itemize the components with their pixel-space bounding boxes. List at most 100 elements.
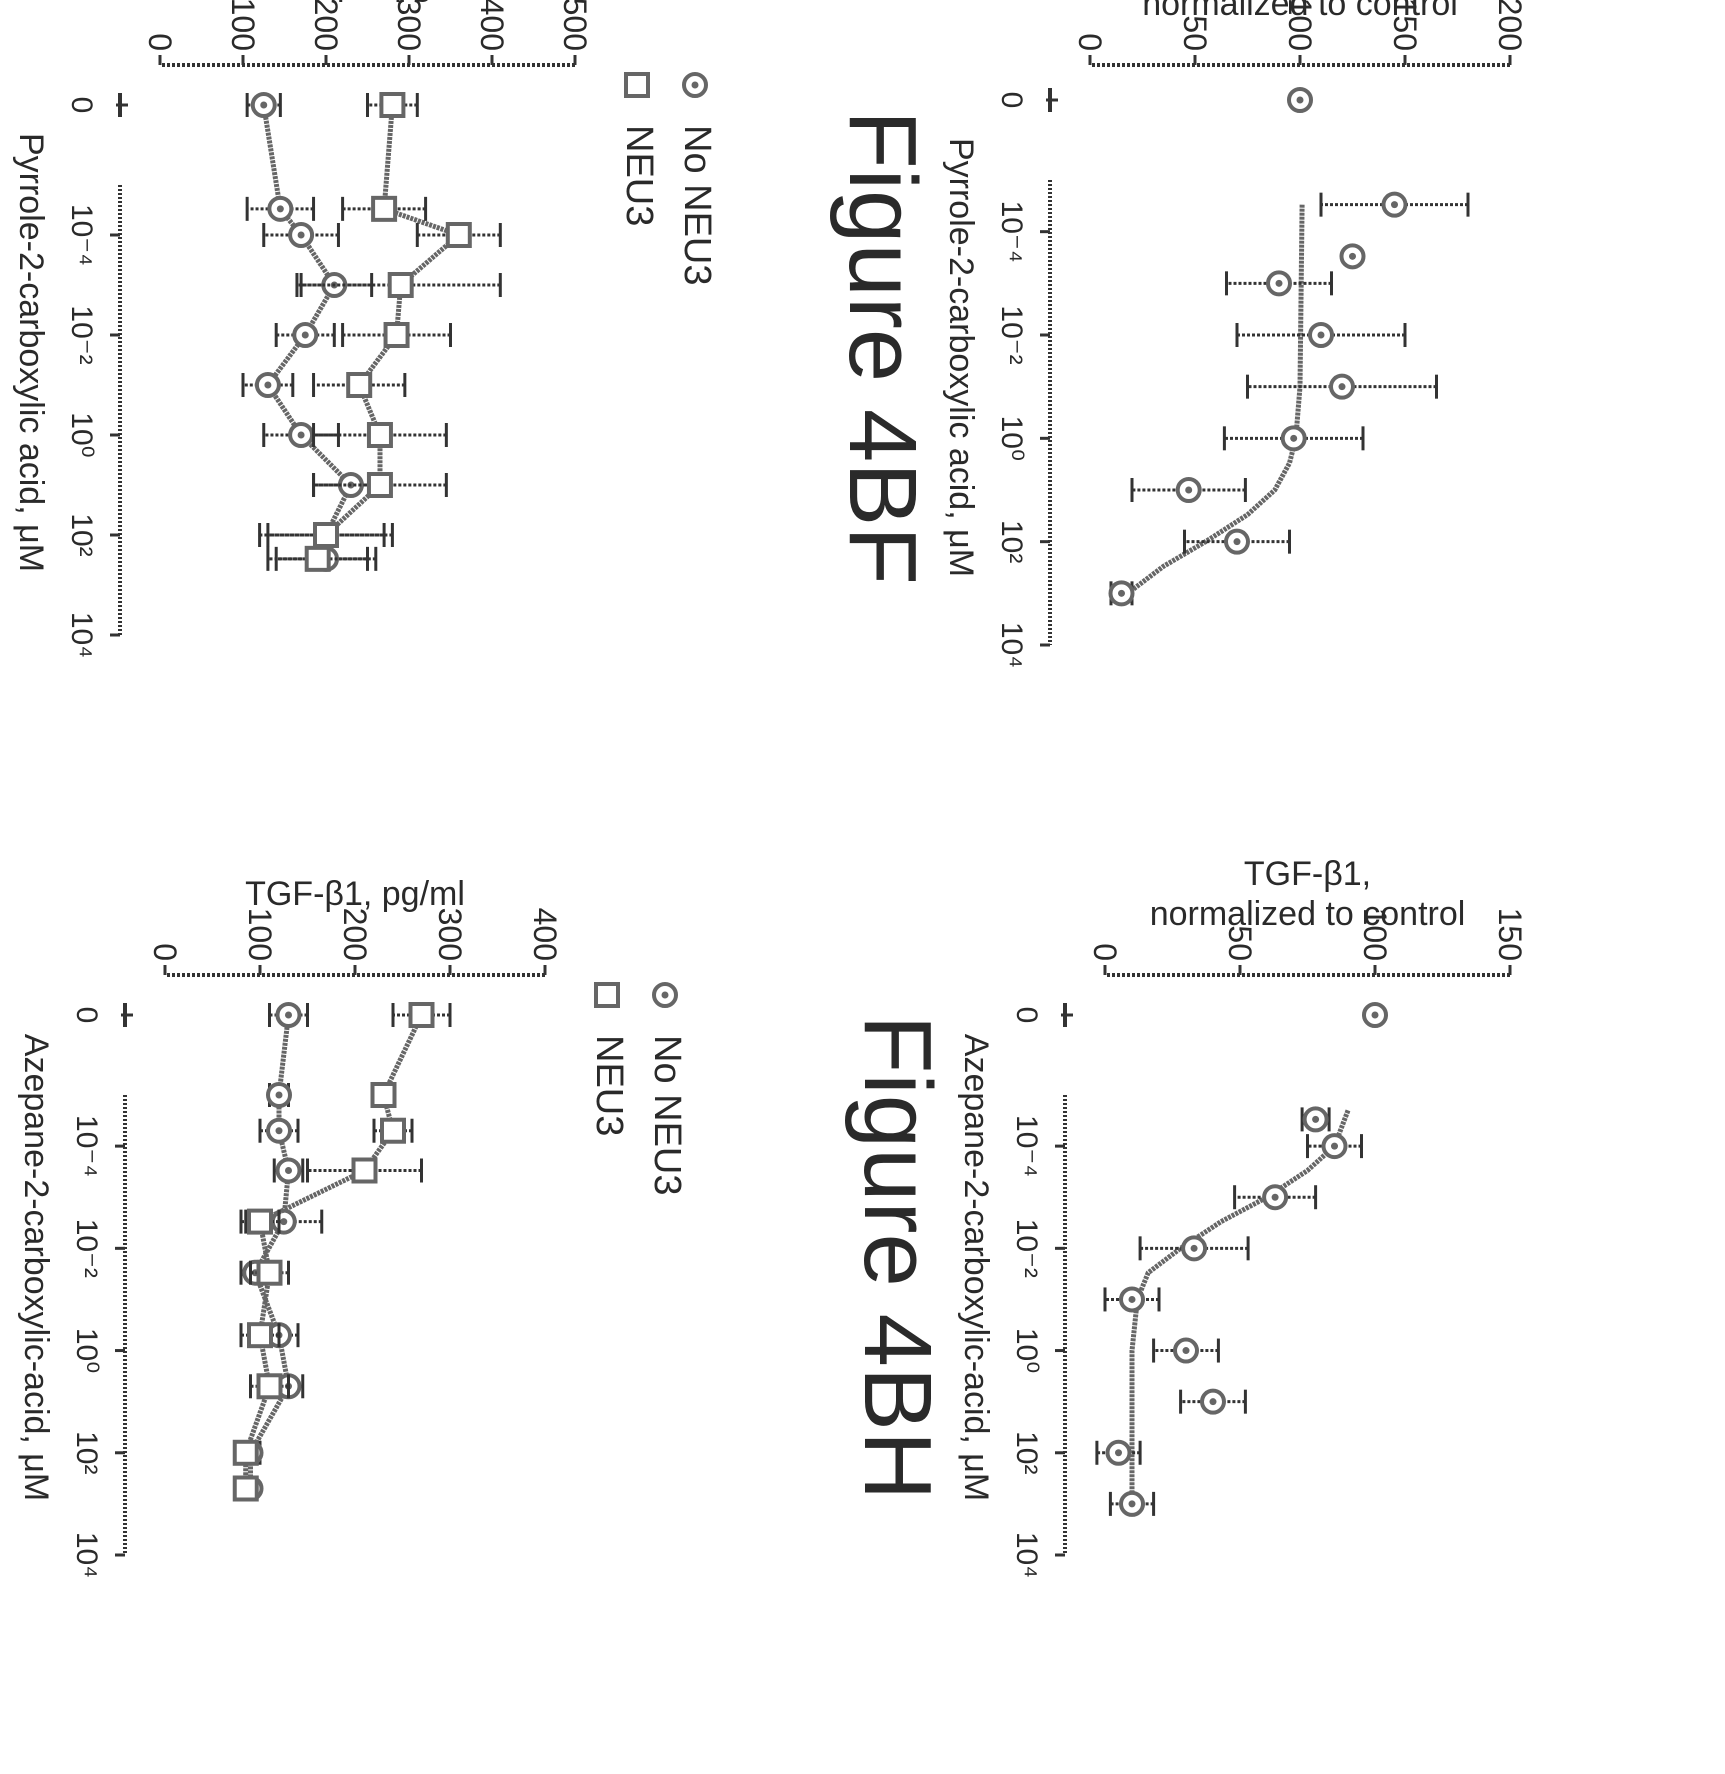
- chart-panel-fig4bh: 0 50 100 150 0 10⁻⁴ 10⁻² 10⁰ 10² 10⁴ Azepane-2-car…: [844, 855, 1528, 1578]
- x-axis-title: Pyrrole-2-carboxylic acid, μM: [942, 138, 980, 577]
- x-tick-label: 0: [1010, 1007, 1043, 1024]
- y-tick-label: 300: [432, 908, 468, 961]
- y-tick-label: 200: [337, 908, 373, 961]
- data-point-center: [275, 1127, 283, 1135]
- data-point-center: [285, 1011, 292, 1019]
- y-tick-label: 100: [242, 908, 278, 961]
- chart-panel-fig4bg: 0 100 200 300 400 0 10⁻⁴ 10⁻² 10⁰ 10² 10⁴ Azepane-2…: [0, 875, 688, 1578]
- series-circle: [237, 1002, 324, 1502]
- chart-panel-fig4be: 0 100 200 300 400 500 0 10⁻⁴ 10⁻² 10⁰ 10² 10⁴ Pyrrol…: [0, 0, 718, 658]
- data-point-center: [1331, 1142, 1338, 1150]
- legend-label: No NEU3: [676, 125, 718, 286]
- data-point-center: [1128, 1500, 1136, 1508]
- chart-panel-fig4bf: 0 50 100 150 200 0 10⁻⁴ 10⁻² 10⁰ 10² 10⁴ Pyrrole-2-…: [829, 0, 1528, 668]
- data-point-center: [1317, 331, 1325, 339]
- figure-label: Figure 4BE: [0, 102, 6, 582]
- data-point: [232, 1439, 259, 1466]
- data-point: [379, 92, 406, 118]
- data-point-center: [301, 331, 309, 339]
- data-point-center: [1182, 1347, 1190, 1355]
- data-point: [366, 422, 393, 448]
- legend-label: NEU3: [588, 1035, 630, 1136]
- y-tick-label: 0: [147, 943, 183, 961]
- y-tick-label: 150: [1492, 908, 1528, 961]
- data-point-center: [275, 1091, 283, 1099]
- y-tick-label: 400: [527, 908, 563, 961]
- data-point-center: [1371, 1011, 1379, 1019]
- data-point-center: [276, 205, 284, 213]
- data-point: [445, 222, 472, 248]
- x-tick-label: 10⁰: [65, 412, 98, 457]
- x-tick-label: 10⁰: [1010, 1328, 1043, 1373]
- data-point-center: [1275, 279, 1283, 287]
- x-tick-label: 10⁻⁴: [1010, 1115, 1043, 1177]
- data-point: [408, 1002, 435, 1028]
- data-point: [247, 1322, 273, 1349]
- series-line: [261, 104, 354, 559]
- y-tick-label: 50: [1177, 15, 1213, 51]
- x-tick-label: 10⁴: [1010, 1532, 1043, 1578]
- data-point-center: [1118, 589, 1125, 597]
- y-tick-label: 50: [1222, 925, 1258, 961]
- figure-label: Figure 4BG: [0, 1012, 11, 1503]
- data-point-center: [1391, 201, 1398, 209]
- y-axis-title: TGF-β1, pg/ml: [258, 0, 478, 3]
- fit-curve: [1129, 1109, 1351, 1504]
- x-tick-label: 10⁰: [995, 416, 1028, 461]
- data-point: [232, 1475, 259, 1502]
- y-axis-title: TGF-β1,normalized to control: [1142, 0, 1458, 23]
- data-point-center: [1128, 1295, 1136, 1303]
- figure-label: Figure 4BF: [829, 110, 936, 585]
- data-point-center: [297, 231, 305, 239]
- y-tick-label: 100: [1282, 0, 1318, 51]
- series-line: [243, 1013, 424, 1489]
- data-point-center: [260, 101, 268, 109]
- data-point: [346, 372, 373, 398]
- x-tick-label: 10⁻⁴: [995, 201, 1028, 263]
- data-point: [380, 1117, 406, 1144]
- data-point-center: [1185, 486, 1193, 494]
- fit-curve: [1126, 204, 1305, 596]
- data-point-center: [1271, 1193, 1279, 1201]
- data-point-center: [1338, 383, 1346, 391]
- series-square: [232, 1002, 452, 1502]
- y-axis-title: TGF-β1, pg/ml: [245, 875, 465, 913]
- data-point-center: [280, 1218, 288, 1226]
- data-point-center: [1190, 1244, 1198, 1252]
- data-point-center: [264, 381, 272, 389]
- data-point: [304, 545, 331, 572]
- figure-label: Figure 4BH: [844, 1015, 951, 1501]
- y-tick-label: 100: [1357, 908, 1393, 961]
- x-tick-label: 10⁴: [70, 1532, 103, 1578]
- legend-label: No NEU3: [646, 1035, 688, 1196]
- data-point-center: [297, 431, 305, 439]
- y-tick-label: 150: [1387, 0, 1423, 51]
- data-point-center: [1233, 538, 1241, 546]
- x-tick-label: 0: [70, 1007, 103, 1024]
- data-point: [351, 1157, 378, 1184]
- data-point-center: [1290, 434, 1298, 442]
- legend-label: NEU3: [618, 125, 660, 226]
- y-tick-label: 0: [1072, 33, 1108, 51]
- data-point: [387, 272, 414, 298]
- data-point: [247, 1208, 273, 1235]
- y-tick-label: 0: [1087, 943, 1123, 961]
- legend-marker-square: [594, 982, 620, 1008]
- data-point-center: [285, 1166, 292, 1174]
- x-tick-label: 10⁻²: [995, 305, 1028, 364]
- data-point: [366, 472, 393, 498]
- y-tick-label: 200: [1492, 0, 1528, 51]
- x-axis-title: Azepane-2-carboxylic-acid, μM: [957, 1034, 995, 1501]
- y-tick-label: 400: [474, 0, 510, 51]
- x-tick-label: 10⁴: [995, 622, 1028, 668]
- x-tick-label: 10⁻²: [65, 305, 98, 364]
- x-tick-label: 10⁻²: [1010, 1219, 1043, 1278]
- y-tick-label: 300: [391, 0, 427, 51]
- y-tick-label: 0: [142, 33, 178, 51]
- x-tick-label: 10²: [70, 1431, 103, 1474]
- legend-marker-circle-center: [691, 81, 699, 89]
- x-tick-label: 10⁻⁴: [65, 204, 98, 266]
- x-tick-label: 10⁻⁴: [70, 1115, 103, 1177]
- x-tick-label: 10⁻²: [70, 1219, 103, 1278]
